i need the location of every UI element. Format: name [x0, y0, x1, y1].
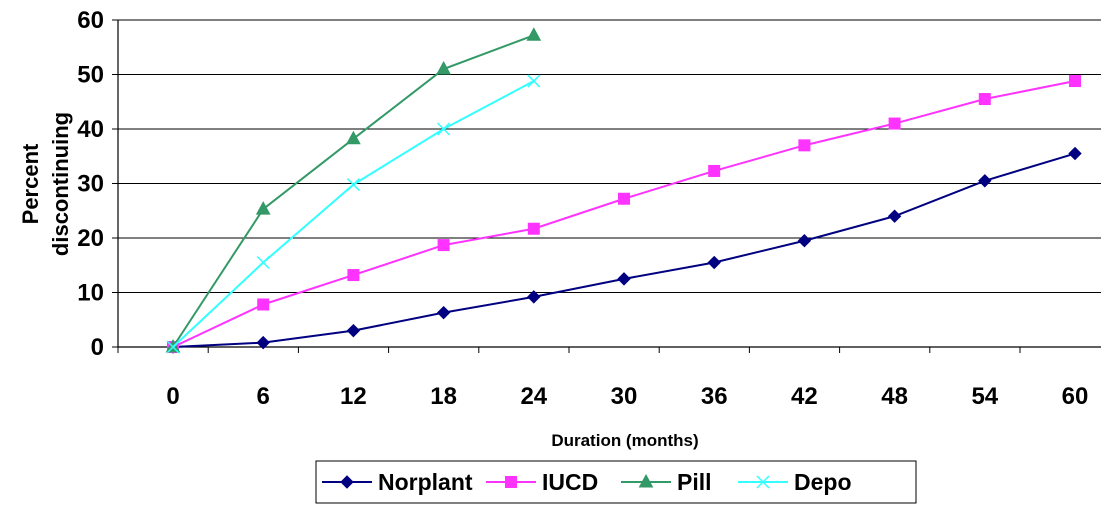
- y-tick-label: 10: [77, 280, 104, 307]
- data-point-depo: [437, 122, 451, 136]
- legend-label-depo: Depo: [794, 469, 852, 495]
- data-point-norplant: [256, 335, 270, 350]
- data-point-iucd: [708, 164, 721, 177]
- data-point-pill: [436, 61, 451, 75]
- data-point-norplant: [346, 323, 361, 338]
- data-point-depo-stroke-b: [437, 122, 451, 136]
- legend-box: [315, 460, 917, 504]
- series-norplant: [166, 146, 1082, 354]
- y-axis-label: Percent discontinuing: [18, 112, 73, 256]
- legend-entry-depo: Depo: [738, 469, 852, 495]
- data-point-norplant: [978, 174, 992, 188]
- x-tick-label: 18: [430, 383, 457, 410]
- series-depo: [166, 74, 541, 354]
- legend-marker-depo: [756, 475, 770, 489]
- data-point-iucd: [1069, 75, 1081, 88]
- x-tick-label: 24: [520, 383, 547, 410]
- data-point-depo: [166, 340, 180, 354]
- legend-entry-iucd: IUCD: [486, 469, 598, 495]
- x-tick-label: 30: [611, 383, 638, 410]
- legend-marker-depo-stroke-b: [756, 475, 770, 489]
- y-tick-label: 20: [77, 225, 104, 252]
- axes: [112, 19, 1101, 353]
- data-point-pill: [255, 201, 271, 215]
- legend-entry-pill: Pill: [621, 469, 712, 495]
- x-tick-label: 42: [791, 383, 818, 410]
- data-point-norplant: [436, 305, 451, 320]
- legend-marker-norplant: [340, 475, 354, 489]
- x-tick-label: 6: [257, 383, 270, 410]
- y-tick-label: 40: [77, 116, 104, 143]
- y-tick-label: 50: [77, 62, 104, 89]
- data-point-depo-stroke-b: [256, 255, 270, 270]
- series-pill: [165, 27, 542, 353]
- gridlines: [118, 19, 1101, 293]
- x-tick-label: 48: [881, 383, 908, 410]
- x-tick-label: 0: [166, 383, 179, 410]
- data-point-iucd: [618, 192, 630, 205]
- data-point-depo-stroke-b: [346, 178, 360, 192]
- series-layer: [165, 27, 1082, 354]
- y-tick-labels: 0 10 20 30 40 50 60: [77, 7, 104, 361]
- series-line-pill: [172, 34, 535, 348]
- x-tick-label: 54: [971, 383, 998, 410]
- data-point-pill: [346, 130, 361, 145]
- data-point-pill: [526, 27, 542, 41]
- y-tick-label: 60: [77, 7, 104, 34]
- data-point-norplant: [617, 272, 631, 286]
- data-point-depo-stroke-b: [527, 74, 541, 88]
- data-point-norplant: [797, 234, 812, 248]
- data-point-norplant: [1068, 146, 1082, 161]
- legend: Norplant IUCD Pill Depo: [315, 460, 917, 504]
- x-axis-label: Duration (months): [551, 431, 698, 450]
- legend-entry-norplant: Norplant: [322, 469, 473, 495]
- y-tick-label: 30: [77, 171, 104, 198]
- series-line-norplant: [172, 152, 1076, 348]
- x-tick-label: 36: [701, 383, 728, 410]
- series-iucd: [167, 75, 1081, 353]
- data-point-iucd: [347, 269, 360, 282]
- y-axis-label-line-1: Percent: [18, 143, 43, 224]
- y-tick-label: 0: [91, 334, 104, 361]
- legend-label-norplant: Norplant: [378, 469, 473, 495]
- data-point-depo: [256, 255, 270, 270]
- data-point-norplant: [707, 255, 721, 270]
- data-point-iucd: [257, 298, 270, 311]
- data-point-depo-stroke-b: [166, 340, 180, 354]
- y-axis-label-line-2: discontinuing: [48, 112, 73, 256]
- data-point-iucd: [798, 139, 811, 152]
- data-point-norplant: [527, 290, 541, 304]
- data-point-depo: [346, 178, 360, 192]
- data-point-iucd: [978, 93, 991, 106]
- data-point-norplant: [887, 209, 902, 223]
- legend-label-pill: Pill: [677, 469, 712, 495]
- data-point-iucd: [527, 222, 540, 235]
- x-tick-label: 60: [1062, 383, 1089, 410]
- data-point-iucd: [888, 117, 901, 130]
- legend-label-iucd: IUCD: [542, 469, 598, 495]
- data-point-depo: [527, 74, 541, 88]
- legend-marker-pill: [638, 473, 654, 488]
- x-tick-label: 12: [340, 383, 367, 410]
- data-point-iucd: [437, 239, 450, 252]
- legend-marker-iucd: [505, 476, 517, 488]
- x-tick-labels: 0 6 12 18 24 30 36 42 48 54 60: [166, 383, 1088, 410]
- series-line-iucd: [172, 80, 1076, 348]
